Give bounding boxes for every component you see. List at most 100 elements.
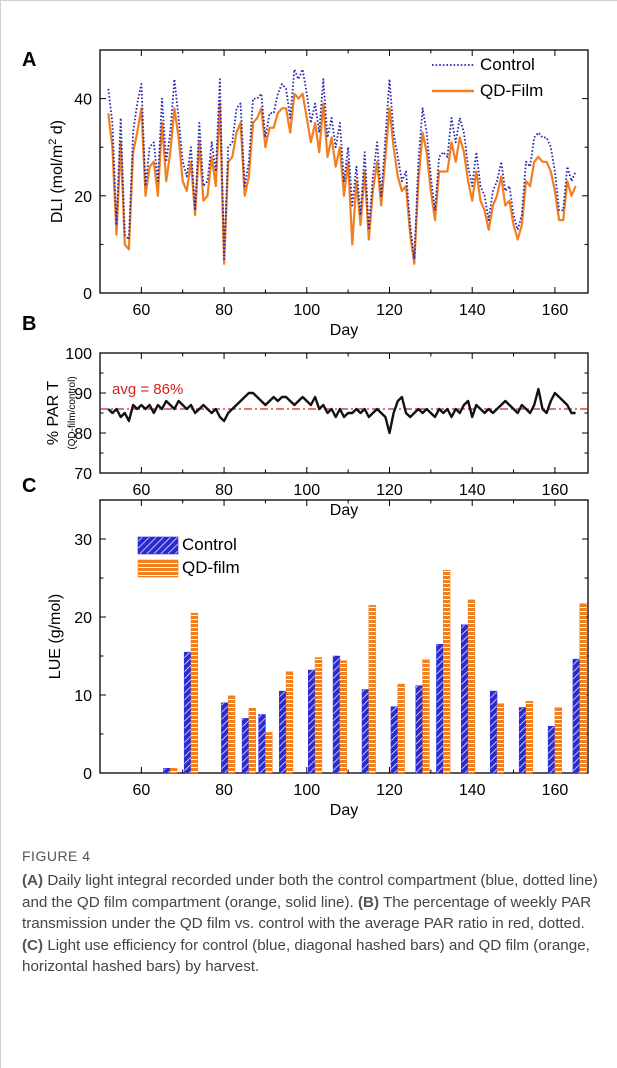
x-tick-label: 60 <box>132 782 150 799</box>
legend-label: QD-Film <box>480 81 543 100</box>
caption-b-label: (B) <box>357 893 380 911</box>
average-label: avg = 86% <box>112 381 183 398</box>
x-tick-label: 80 <box>215 482 233 499</box>
caption-a-label: (A) <box>22 872 44 889</box>
x-tick-label: 120 <box>376 482 403 499</box>
x-tick-label: 100 <box>293 782 320 799</box>
legend-label: QD-film <box>182 558 240 577</box>
bar-control <box>518 707 527 774</box>
bar-qd-film <box>248 708 256 774</box>
bar-control <box>258 714 266 774</box>
series-line-qd-film <box>107 92 577 265</box>
x-tick-label: 120 <box>376 302 403 319</box>
x-tick-label: 140 <box>459 482 486 499</box>
legend-label: Control <box>480 55 535 74</box>
x-tick-label: 80 <box>215 302 233 319</box>
bar-qd-film <box>467 599 476 774</box>
x-tick-label: 100 <box>293 482 320 499</box>
bar-control <box>436 644 444 774</box>
bar-control <box>221 702 229 774</box>
legend-label: Control <box>182 535 237 554</box>
x-tick-label: 80 <box>215 782 233 799</box>
figure-left-border <box>0 0 1 1068</box>
y-tick-label: 80 <box>74 426 92 443</box>
panel-letter: C <box>22 475 36 497</box>
x-tick-label: 120 <box>376 782 403 799</box>
figure-caption: FIGURE 4 (A) Daily light integral record… <box>22 848 607 978</box>
y-axis-label: % PAR T <box>45 381 62 446</box>
bar-control <box>332 655 341 774</box>
x-tick-label: 100 <box>293 302 320 319</box>
bar-qd-film <box>314 657 323 774</box>
y-tick-label: 20 <box>74 189 92 206</box>
bar-qd-film <box>496 703 505 774</box>
bar-qd-film <box>368 605 376 774</box>
caption-b-text: The percentage of weekly PAR transmissio… <box>22 893 592 933</box>
x-tick-label: 60 <box>132 482 150 499</box>
series-line-control <box>107 68 577 260</box>
bar-control <box>241 718 250 774</box>
bar-qd-film <box>285 671 294 774</box>
panel-a-dli-chart: A 60 80 100 120 140 160 Day 0 20 40 DLI (mol/m2 d) C… <box>22 49 589 339</box>
y-tick-label: 70 <box>74 466 92 483</box>
y-tick-label: 100 <box>65 346 92 363</box>
x-axis-label: Day <box>330 502 358 519</box>
legend-swatch <box>137 559 179 578</box>
bar-control <box>308 669 316 774</box>
x-tick-label: 140 <box>459 782 486 799</box>
y-axis-label-part: DLI (mol/m <box>49 145 66 223</box>
y-tick-label: 10 <box>74 688 92 705</box>
bar-qd-film <box>525 700 534 774</box>
x-tick-label: 160 <box>542 302 569 319</box>
panel-b-par-chart: B 60 80 100 120 140 160 Day 70 80 90 100 % PAR T (QD-… <box>22 313 589 519</box>
figure-top-border <box>0 0 617 1</box>
plot-frame <box>99 49 589 294</box>
bar-control <box>547 725 556 774</box>
bar-qd-film <box>265 732 273 774</box>
y-axis-label-part: d) <box>49 120 66 139</box>
y-tick-label: 0 <box>83 766 92 783</box>
y-tick-label: 30 <box>74 532 92 549</box>
bar-qd-film <box>422 658 430 774</box>
y-axis-label: DLI (mol/m2 d) <box>47 120 66 223</box>
caption-body: (A) Daily light integral recorded under … <box>22 870 607 978</box>
bar-qd-film <box>170 768 178 774</box>
panel-c-lue-chart: C 60 80 100 120 140 160 Day 0 10 20 30 LUE (g/mol) Co… <box>22 475 589 819</box>
caption-a-text: Daily light integral recorded under both… <box>22 872 598 911</box>
bar-qd-film <box>190 612 199 774</box>
x-tick-label: 160 <box>542 782 569 799</box>
bar-control <box>163 768 171 774</box>
bar-control <box>390 706 399 774</box>
figure-label: FIGURE 4 <box>22 848 91 864</box>
x-axis-label: Day <box>330 802 358 819</box>
y-axis-sublabel: (QD-film/control) <box>67 376 78 449</box>
bar-qd-film <box>443 569 451 774</box>
bar-qd-film <box>227 695 236 774</box>
bar-qd-film <box>579 603 587 774</box>
x-tick-label: 160 <box>542 482 569 499</box>
x-axis-label: Day <box>330 322 358 339</box>
x-tick-label: 140 <box>459 302 486 319</box>
y-tick-label: 20 <box>74 610 92 627</box>
bar-qd-film <box>397 683 405 774</box>
panel-letter: B <box>22 313 36 335</box>
y-tick-label: 90 <box>74 386 92 403</box>
bar-control <box>183 651 192 774</box>
y-axis-label: LUE (g/mol) <box>47 594 64 679</box>
plot-frame <box>99 352 589 474</box>
bar-qd-film <box>339 660 347 774</box>
bar-control <box>489 690 498 774</box>
caption-c-label: (C) <box>22 936 44 954</box>
legend-swatch <box>137 536 179 555</box>
bar-control <box>279 690 287 774</box>
bar-qd-film <box>554 707 562 774</box>
y-tick-label: 0 <box>83 286 92 303</box>
bar-control <box>461 624 469 774</box>
bar-control <box>361 689 370 774</box>
bar-control <box>415 685 423 774</box>
y-tick-label: 40 <box>74 92 92 109</box>
y-axis-label-sup: 2 <box>47 139 59 145</box>
par-series-line <box>107 387 576 435</box>
panel-letter: A <box>22 49 36 71</box>
